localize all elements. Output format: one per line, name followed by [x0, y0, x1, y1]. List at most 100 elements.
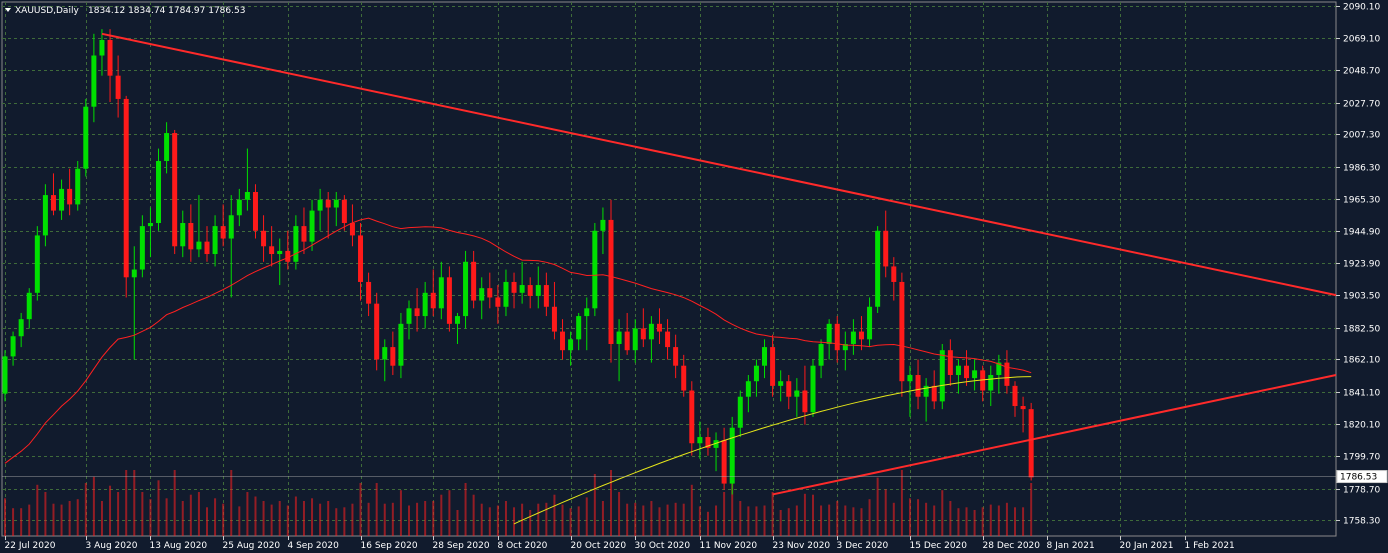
- candle: [236, 188, 242, 227]
- candle-body: [640, 328, 646, 340]
- candle: [656, 308, 662, 344]
- candle-body: [1004, 362, 1010, 386]
- candle-body: [10, 336, 16, 357]
- candle: [471, 250, 477, 309]
- candle-body: [269, 246, 275, 255]
- candle: [899, 272, 905, 397]
- ma-slow-line: [513, 376, 1032, 525]
- candle-body: [810, 365, 816, 413]
- candle: [147, 207, 153, 258]
- candle-body: [131, 269, 137, 278]
- candle-body: [204, 241, 210, 255]
- candle: [1028, 402, 1034, 481]
- candle: [366, 272, 372, 317]
- candle-body: [842, 343, 848, 351]
- candle: [83, 98, 89, 177]
- candle: [180, 210, 186, 258]
- x-tick-label: 25 Aug 2020: [223, 541, 281, 551]
- trendlines[interactable]: [101, 32, 1337, 496]
- candle: [842, 331, 848, 371]
- candle: [624, 312, 630, 355]
- candle: [349, 204, 355, 247]
- candle-body: [875, 230, 881, 307]
- candle-body: [996, 362, 1002, 376]
- candle-body: [955, 365, 961, 376]
- candle: [592, 223, 598, 317]
- candle: [786, 375, 792, 410]
- x-tick-label: 28 Dec 2020: [983, 541, 1041, 551]
- ma-fast-line: [4, 217, 1032, 464]
- candle: [34, 226, 40, 301]
- grid-lines: [1, 1, 1337, 537]
- candle-body: [826, 323, 832, 344]
- candle-body: [931, 385, 937, 402]
- plot-border: [1, 1, 1337, 537]
- candle: [511, 272, 517, 309]
- candle-body: [778, 381, 784, 386]
- candle-body: [762, 347, 768, 366]
- candle-body: [616, 331, 622, 344]
- candle: [834, 316, 840, 363]
- candle: [527, 277, 533, 309]
- candle: [810, 359, 816, 417]
- candle-body: [503, 281, 509, 307]
- candle-body: [374, 303, 380, 360]
- candle: [681, 354, 687, 397]
- candle-body: [277, 250, 283, 255]
- candle: [600, 207, 606, 255]
- candle: [875, 226, 881, 313]
- collapse-triangle-icon[interactable]: [5, 8, 11, 12]
- candle-body: [406, 308, 412, 324]
- candle: [390, 331, 396, 376]
- candle-body: [188, 223, 194, 250]
- candle-body: [293, 226, 299, 262]
- candle-body: [463, 261, 469, 317]
- candle: [818, 339, 824, 379]
- candle: [261, 215, 267, 262]
- candle-body: [67, 188, 73, 205]
- candle-body: [600, 219, 606, 231]
- candle: [955, 359, 961, 394]
- candle: [212, 215, 218, 267]
- candle: [220, 204, 226, 247]
- candle-body: [236, 199, 242, 216]
- candle: [228, 195, 234, 298]
- candle-body: [592, 230, 598, 309]
- candle-body: [519, 285, 525, 293]
- x-tick-label: 13 Aug 2020: [150, 541, 208, 551]
- x-tick-label: 20 Oct 2020: [571, 541, 627, 551]
- candle: [164, 122, 170, 174]
- candle: [632, 319, 638, 363]
- candle-body: [568, 339, 574, 351]
- candle-body: [382, 347, 388, 360]
- candle: [826, 319, 832, 360]
- candle-body: [656, 323, 662, 332]
- y-tick-label: 1944.90: [1343, 228, 1380, 238]
- candle: [858, 316, 864, 351]
- y-tick-label: 2007.30: [1343, 131, 1380, 141]
- candle: [519, 261, 525, 304]
- current-price-box: [1336, 470, 1388, 484]
- x-tick-label: 1 Feb 2021: [1185, 541, 1235, 551]
- candle: [244, 148, 250, 211]
- candle-body: [414, 308, 420, 317]
- candle-body: [891, 266, 897, 282]
- candle-body: [1020, 406, 1026, 410]
- candle-body: [333, 199, 339, 208]
- candle: [673, 334, 679, 379]
- candle-body: [915, 375, 921, 397]
- candle-body: [584, 308, 590, 317]
- candle-body: [366, 281, 372, 304]
- candle: [883, 210, 889, 278]
- y-tick-label: 1903.50: [1343, 292, 1380, 302]
- y-tick-label: 2027.70: [1343, 100, 1380, 110]
- candle-body: [341, 199, 347, 224]
- candle-body: [398, 323, 404, 366]
- candle: [42, 184, 48, 247]
- candle: [551, 281, 557, 340]
- candle: [980, 365, 986, 402]
- candle-body: [180, 223, 186, 247]
- candle: [503, 269, 509, 317]
- candle: [762, 339, 768, 379]
